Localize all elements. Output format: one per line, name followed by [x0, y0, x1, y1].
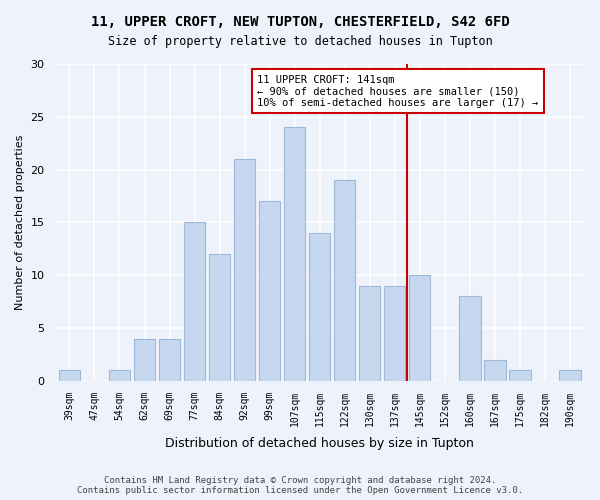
Bar	[359, 286, 380, 381]
Bar	[409, 276, 430, 381]
Bar	[459, 296, 481, 381]
Text: 11, UPPER CROFT, NEW TUPTON, CHESTERFIELD, S42 6FD: 11, UPPER CROFT, NEW TUPTON, CHESTERFIEL…	[91, 15, 509, 29]
Bar	[59, 370, 80, 381]
Bar	[484, 360, 506, 381]
Bar	[384, 286, 406, 381]
Bar	[509, 370, 530, 381]
Bar	[309, 233, 331, 381]
Bar	[184, 222, 205, 381]
Bar	[134, 338, 155, 381]
Bar	[259, 202, 280, 381]
Bar	[334, 180, 355, 381]
Y-axis label: Number of detached properties: Number of detached properties	[15, 135, 25, 310]
Text: 11 UPPER CROFT: 141sqm
← 90% of detached houses are smaller (150)
10% of semi-de: 11 UPPER CROFT: 141sqm ← 90% of detached…	[257, 74, 538, 108]
Bar	[284, 128, 305, 381]
X-axis label: Distribution of detached houses by size in Tupton: Distribution of detached houses by size …	[165, 437, 474, 450]
Bar	[559, 370, 581, 381]
Text: Size of property relative to detached houses in Tupton: Size of property relative to detached ho…	[107, 35, 493, 48]
Bar	[109, 370, 130, 381]
Text: Contains HM Land Registry data © Crown copyright and database right 2024.
Contai: Contains HM Land Registry data © Crown c…	[77, 476, 523, 495]
Bar	[209, 254, 230, 381]
Bar	[234, 159, 255, 381]
Bar	[159, 338, 180, 381]
